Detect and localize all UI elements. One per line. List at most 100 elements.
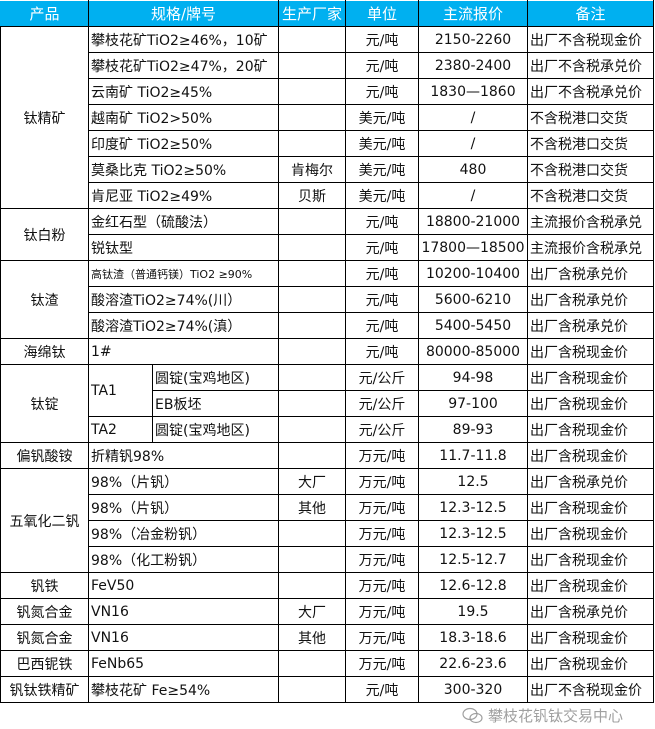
note-cell: 出厂含税现金价	[527, 416, 654, 443]
table-row: 云南矿 TiO2≥45% 元/吨 1830—1860 出厂不含税承兑价	[1, 78, 654, 105]
unit-cell: 万元/吨	[345, 520, 419, 547]
spec-cell: 攀枝花矿TiO2≥46%，10矿	[88, 26, 279, 53]
table-row: 海绵钛 1# 元/吨 80000-85000 出厂含税现金价	[0, 338, 654, 365]
maker-cell	[278, 208, 346, 235]
price-cell: 97-100	[418, 390, 528, 417]
unit-cell: 元/吨	[345, 26, 419, 53]
note-cell: 出厂含税现金价	[527, 624, 654, 651]
maker-cell: 大厂	[278, 598, 346, 625]
spec-cell: 攀枝花矿TiO2≥47%，20矿	[88, 52, 279, 79]
price-cell: 17800—18500	[418, 234, 528, 261]
maker-cell	[278, 260, 346, 287]
note-cell: 不含税港口交货	[527, 182, 654, 209]
unit-cell: 元/吨	[345, 338, 419, 365]
note-cell: 出厂含税承兑价	[527, 468, 654, 495]
note-cell: 主流报价含税承兑	[527, 208, 654, 235]
product-cell: 钒氮合金	[0, 598, 89, 625]
table-row: 钛锭 TA1 圆锭(宝鸡地区) 元/公斤 94-98 出厂含税现金价	[0, 364, 654, 443]
unit-cell: 元/吨	[345, 208, 419, 235]
maker-cell	[278, 442, 346, 469]
note-cell: 出厂不含税承兑价	[527, 52, 654, 79]
spec-cell: 1#	[88, 338, 279, 365]
table-row: 攀枝花矿TiO2≥47%，20矿 元/吨 2380-2400 出厂不含税承兑价	[1, 52, 654, 79]
table-row: 钒铁 FeV50 万元/吨 12.6-12.8 出厂含税现金价	[0, 572, 654, 599]
note-cell: 出厂不含税现金价	[527, 26, 654, 53]
watermark: 攀枝花钒钛交易中心	[462, 706, 623, 726]
header-product: 产品	[0, 0, 89, 27]
note-cell: 不含税港口交货	[527, 104, 654, 131]
maker-cell	[278, 52, 346, 79]
spec-cell: VN16	[88, 598, 279, 625]
maker-cell: 大厂	[278, 468, 346, 495]
price-cell: 5400-5450	[418, 312, 528, 339]
maker-cell	[278, 234, 346, 261]
unit-cell: 万元/吨	[345, 442, 419, 469]
maker-cell	[278, 650, 346, 677]
spec-cell: 云南矿 TiO2≥45%	[88, 78, 279, 105]
table-body: 钛精矿 攀枝花矿TiO2≥46%，10矿 元/吨 2150-2260 出厂不含税现金价攀…	[0, 26, 654, 703]
table-row: 98%（化工粉钒） 万元/吨 12.5-12.7 出厂含税现金价	[1, 546, 654, 573]
unit-cell: 万元/吨	[345, 598, 419, 625]
header-spec: 规格/牌号	[88, 0, 279, 27]
product-cell: 钛白粉	[0, 208, 89, 261]
maker-cell	[278, 390, 346, 417]
spec-cell: 越南矿 TiO2>50%	[88, 104, 279, 131]
note-cell: 出厂含税现金价	[527, 494, 654, 521]
unit-cell: 万元/吨	[345, 494, 419, 521]
maker-cell	[278, 78, 346, 105]
spec-cell: 折精钒98%	[88, 442, 279, 469]
spec-cell: 98%（化工粉钒）	[88, 546, 279, 573]
table-row: 钛精矿 攀枝花矿TiO2≥46%，10矿 元/吨 2150-2260 出厂不含税现金价	[0, 26, 654, 209]
grade-cell: TA1	[88, 364, 153, 417]
maker-cell	[278, 312, 346, 339]
spec-cell: 高钛渣（普通钙镁）TiO2 ≥90%	[88, 260, 279, 287]
unit-cell: 元/吨	[345, 312, 419, 339]
maker-cell	[278, 338, 346, 365]
note-cell: 出厂含税现金价	[527, 390, 654, 417]
note-cell: 出厂含税现金价	[527, 546, 654, 573]
spec-cell: 圆锭(宝鸡地区)	[152, 364, 279, 391]
price-cell: 12.6-12.8	[418, 572, 528, 599]
note-cell: 不含税港口交货	[527, 156, 654, 183]
unit-cell: 元/公斤	[345, 364, 419, 391]
product-cell: 五氧化二钒	[0, 468, 89, 573]
price-cell: 300-320	[418, 676, 528, 703]
spec-cell: 印度矿 TiO2≥50%	[88, 130, 279, 157]
price-cell: 18.3-18.6	[418, 624, 528, 651]
maker-cell: 肯梅尔	[278, 156, 346, 183]
table-row: 98%（冶金粉钒） 万元/吨 12.3-12.5 出厂含税现金价	[1, 520, 654, 547]
table-row: 钒钛铁精矿 攀枝花矿 Fe≥54% 元/吨 300-320 出厂不含税现金价	[0, 676, 654, 703]
maker-cell	[278, 130, 346, 157]
product-cell: 巴西铌铁	[0, 650, 89, 677]
maker-cell	[278, 286, 346, 313]
wechat-icon	[462, 707, 483, 724]
product-cell: 钛锭	[0, 364, 89, 443]
table-row: 巴西铌铁 FeNb65 万元/吨 22.6-23.6 出厂含税现金价	[0, 650, 654, 677]
note-cell: 出厂含税承兑价	[527, 286, 654, 313]
watermark-text: 攀枝花钒钛交易中心	[488, 707, 624, 725]
product-cell: 钒铁	[0, 572, 89, 599]
price-cell: 22.6-23.6	[418, 650, 528, 677]
maker-cell: 其他	[278, 494, 346, 521]
unit-cell: 元/吨	[345, 676, 419, 703]
price-cell: 12.5-12.7	[418, 546, 528, 573]
price-cell: 480	[418, 156, 528, 183]
note-cell: 出厂含税承兑价	[527, 312, 654, 339]
unit-cell: 元/吨	[345, 260, 419, 287]
unit-cell: 元/公斤	[345, 416, 419, 443]
table-row: 钛渣 高钛渣（普通钙镁）TiO2 ≥90% 元/吨 10200-10400 出厂含税承兑…	[0, 260, 654, 339]
spec-cell: 锐钛型	[88, 234, 279, 261]
spec-cell: 攀枝花矿 Fe≥54%	[88, 676, 279, 703]
unit-cell: 美元/吨	[345, 130, 419, 157]
unit-cell: 元/吨	[345, 78, 419, 105]
maker-cell	[278, 416, 346, 443]
maker-cell	[278, 572, 346, 599]
spec-cell: 莫桑比克 TiO2≥50%	[88, 156, 279, 183]
spec-cell: VN16	[88, 624, 279, 651]
spec-cell: 酸溶渣TiO2≥74%(滇）	[88, 312, 279, 339]
product-cell: 钛渣	[0, 260, 89, 339]
note-cell: 出厂含税现金价	[527, 442, 654, 469]
table-row: 五氧化二钒 98%（片钒） 大厂 万元/吨 12.5 出厂含税承兑价	[0, 468, 654, 573]
table-row: 98%（片钒） 其他 万元/吨 12.3-12.5 出厂含税现金价	[1, 494, 654, 521]
price-cell: 18800-21000	[418, 208, 528, 235]
